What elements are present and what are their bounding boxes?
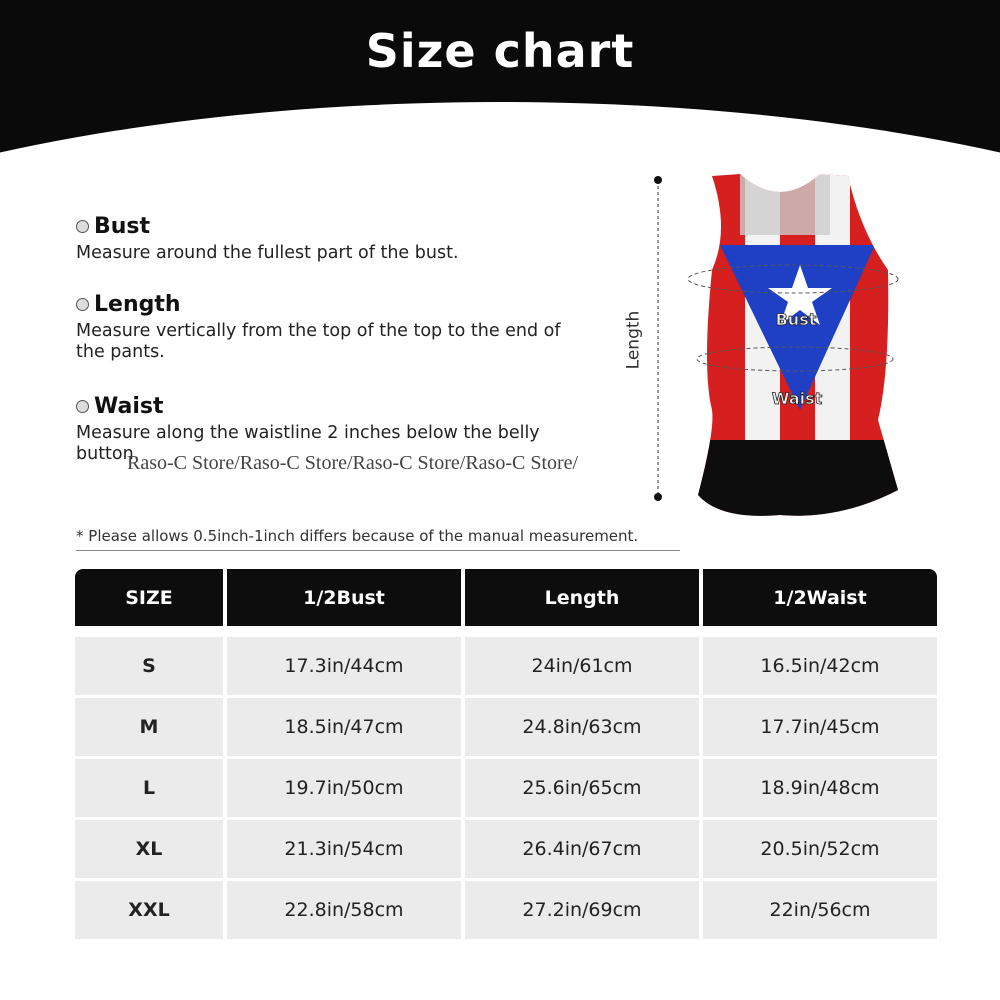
measurement-note: * Please allows 0.5inch-1inch differs be…	[76, 527, 680, 551]
cell-waist: 17.7in/45cm	[703, 698, 937, 756]
header-bust: 1/2Bust	[227, 569, 461, 626]
table-row: XL 21.3in/54cm 26.4in/67cm 20.5in/52cm	[75, 820, 937, 878]
cell-bust: 18.5in/47cm	[227, 698, 461, 756]
length-endpoint	[654, 176, 662, 184]
section-waist: Waist Measure along the waistline 2 inch…	[76, 394, 586, 465]
waist-label: Waist	[772, 389, 823, 408]
header-banner: Size chart	[0, 0, 1000, 200]
table-row: S 17.3in/44cm 24in/61cm 16.5in/42cm	[75, 629, 937, 695]
cell-bust: 19.7in/50cm	[227, 759, 461, 817]
cell-size: XXL	[75, 881, 223, 939]
cell-waist: 22in/56cm	[703, 881, 937, 939]
section-title: Bust	[94, 214, 151, 239]
cell-length: 26.4in/67cm	[465, 820, 699, 878]
section-title: Waist	[94, 394, 164, 419]
size-table: SIZE 1/2Bust Length 1/2Waist S 17.3in/44c…	[71, 566, 941, 942]
table-header-row: SIZE 1/2Bust Length 1/2Waist	[75, 569, 937, 626]
table-row: M 18.5in/47cm 24.8in/63cm 17.7in/45cm	[75, 698, 937, 756]
bust-ellipse	[687, 264, 899, 294]
bullet-icon	[76, 298, 89, 311]
cell-length: 24in/61cm	[465, 629, 699, 695]
cell-waist: 16.5in/42cm	[703, 629, 937, 695]
cell-size: L	[75, 759, 223, 817]
header-length: Length	[465, 569, 699, 626]
cell-size: M	[75, 698, 223, 756]
cell-length: 24.8in/63cm	[465, 698, 699, 756]
bust-label: Bust	[776, 310, 817, 329]
cell-bust: 22.8in/58cm	[227, 881, 461, 939]
cell-waist: 18.9in/48cm	[703, 759, 937, 817]
cell-length: 25.6in/65cm	[465, 759, 699, 817]
header-waist: 1/2Waist	[703, 569, 937, 626]
section-desc: Measure vertically from the top of the t…	[76, 321, 561, 362]
table-row: XXL 22.8in/58cm 27.2in/69cm 22in/56cm	[75, 881, 937, 939]
section-length: Length Measure vertically from the top o…	[76, 292, 586, 363]
waist-ellipse	[696, 346, 894, 372]
tank-top-figure: Bust Waist	[654, 174, 899, 516]
table-row: L 19.7in/50cm 25.6in/65cm 18.9in/48cm	[75, 759, 937, 817]
section-desc: Measure along the waistline 2 inches bel…	[76, 423, 540, 464]
section-bust: Bust Measure around the fullest part of …	[76, 214, 586, 264]
cell-waist: 20.5in/52cm	[703, 820, 937, 878]
section-title: Length	[94, 292, 181, 317]
cell-size: S	[75, 629, 223, 695]
bullet-icon	[76, 220, 89, 233]
length-endpoint	[654, 493, 662, 501]
bullet-icon	[76, 400, 89, 413]
page-title: Size chart	[365, 24, 635, 78]
flag-pattern	[698, 174, 898, 516]
cell-bust: 17.3in/44cm	[227, 629, 461, 695]
cell-size: XL	[75, 820, 223, 878]
cell-length: 27.2in/69cm	[465, 881, 699, 939]
section-desc: Measure around the fullest part of the b…	[76, 243, 459, 263]
header-size: SIZE	[75, 569, 223, 626]
watermark: Raso-C Store/Raso-C Store/Raso-C Store/R…	[127, 452, 579, 474]
cell-bust: 21.3in/54cm	[227, 820, 461, 878]
